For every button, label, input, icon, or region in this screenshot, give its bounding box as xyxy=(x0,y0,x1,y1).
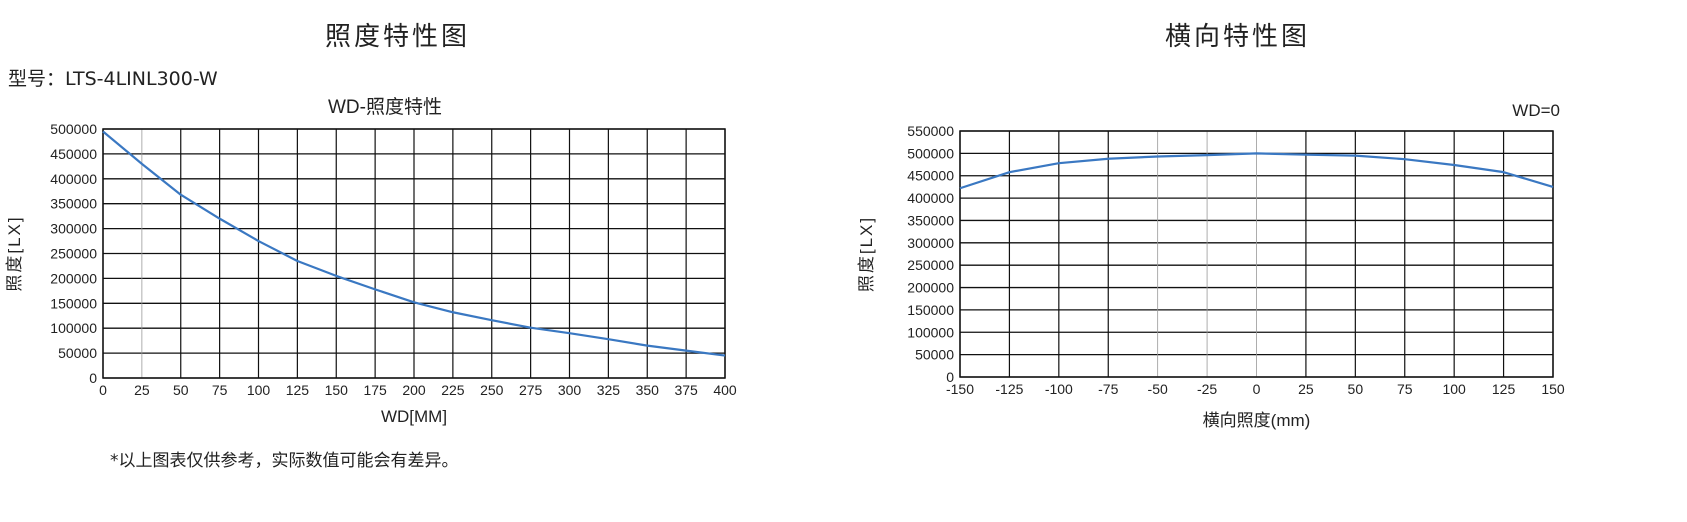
x-tick-label: 350 xyxy=(636,382,660,398)
y-tick-label: 150000 xyxy=(907,302,954,318)
x-tick-label: 50 xyxy=(1348,381,1364,397)
wd-annotation: WD=0 xyxy=(1512,101,1560,120)
x-tick-label: -100 xyxy=(1045,381,1073,397)
x-tick-label: 125 xyxy=(286,382,310,398)
y-tick-label: 100000 xyxy=(50,320,97,336)
footnote: *以上图表仅供参考，实际数值可能会有差异。 xyxy=(110,451,459,471)
x-tick-label: 225 xyxy=(441,382,465,398)
plot-frame xyxy=(959,130,1554,378)
y-tick-label: 50000 xyxy=(915,347,954,363)
y-tick-label: 250000 xyxy=(50,246,97,262)
y-tick-label: 200000 xyxy=(50,270,97,286)
chart-title: WD-照度特性 xyxy=(328,96,442,118)
x-tick-label: 200 xyxy=(402,382,426,398)
x-tick-label: 250 xyxy=(480,382,504,398)
y-axis-label: 照度[LX] xyxy=(857,216,876,292)
x-tick-label: 100 xyxy=(1442,381,1466,397)
x-tick-label: 0 xyxy=(99,382,107,398)
y-tick-label: 500000 xyxy=(907,145,954,161)
y-tick-label: 0 xyxy=(89,370,97,386)
y-tick-label: 200000 xyxy=(907,280,954,296)
x-tick-label: 75 xyxy=(212,382,228,398)
model-label: 型号：LTS-4LINL300-W xyxy=(8,68,218,90)
y-axis-label: 照度[LX] xyxy=(5,215,24,291)
y-tick-label: 100000 xyxy=(907,324,954,340)
x-tick-label: 300 xyxy=(558,382,582,398)
x-tick-label: 275 xyxy=(519,382,543,398)
x-tick-label: -75 xyxy=(1098,381,1118,397)
x-tick-label: 400 xyxy=(713,382,737,398)
y-tick-label: 300000 xyxy=(50,221,97,237)
x-tick-label: 0 xyxy=(1253,381,1261,397)
y-tick-label: 350000 xyxy=(50,196,97,212)
y-tick-label: 400000 xyxy=(907,190,954,206)
x-axis-label: 横向照度(mm) xyxy=(1203,411,1311,430)
x-tick-label: 75 xyxy=(1397,381,1413,397)
y-tick-label: 150000 xyxy=(50,295,97,311)
left-heading: 照度特性图 xyxy=(325,22,471,52)
x-tick-label: 100 xyxy=(247,382,271,398)
y-tick-label: 450000 xyxy=(50,146,97,162)
x-tick-label: 25 xyxy=(1298,381,1314,397)
x-tick-label: -25 xyxy=(1197,381,1217,397)
y-tick-label: 300000 xyxy=(907,235,954,251)
y-tick-label: 0 xyxy=(946,369,954,385)
y-tick-label: 550000 xyxy=(907,123,954,139)
x-tick-label: 375 xyxy=(674,382,698,398)
y-tick-label: 350000 xyxy=(907,212,954,228)
y-tick-label: 250000 xyxy=(907,257,954,273)
y-tick-label: 400000 xyxy=(50,171,97,187)
x-tick-label: 150 xyxy=(325,382,349,398)
y-tick-label: 450000 xyxy=(907,168,954,184)
y-tick-label: 500000 xyxy=(50,121,97,137)
x-tick-label: -125 xyxy=(995,381,1023,397)
x-tick-label: 125 xyxy=(1492,381,1516,397)
x-tick-label: 25 xyxy=(134,382,150,398)
x-tick-label: 50 xyxy=(173,382,189,398)
x-axis-label: WD[MM] xyxy=(381,407,447,426)
x-tick-label: -50 xyxy=(1148,381,1168,397)
x-tick-label: 175 xyxy=(363,382,387,398)
x-tick-label: 325 xyxy=(597,382,621,398)
right-heading: 横向特性图 xyxy=(1165,22,1311,52)
x-tick-label: -150 xyxy=(946,381,974,397)
plot-frame xyxy=(102,128,726,379)
x-tick-label: 150 xyxy=(1541,381,1565,397)
y-tick-label: 50000 xyxy=(58,345,97,361)
